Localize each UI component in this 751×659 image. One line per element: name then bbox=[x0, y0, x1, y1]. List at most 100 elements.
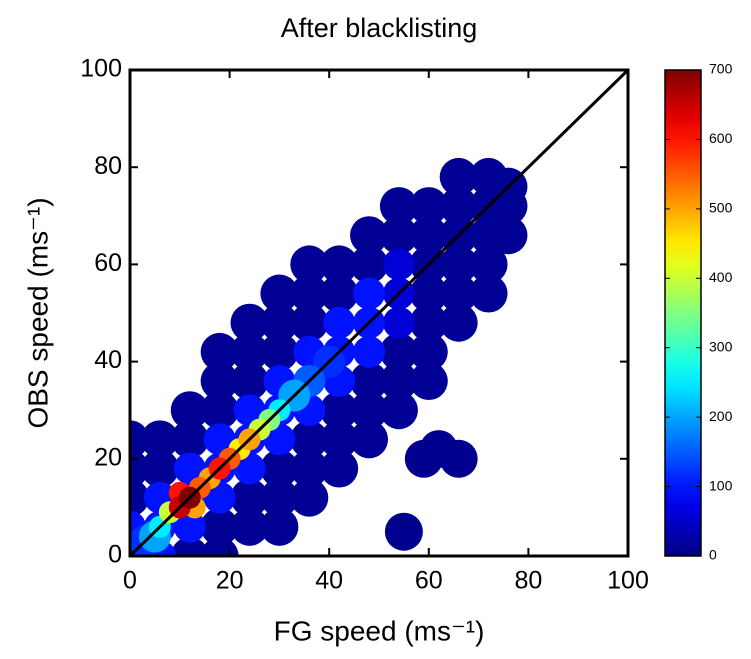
density-point bbox=[170, 537, 209, 556]
density-point bbox=[439, 274, 478, 313]
y-tick-label: 20 bbox=[94, 443, 122, 471]
density-point bbox=[140, 449, 179, 488]
x-tick-label: 0 bbox=[123, 567, 137, 595]
density-point bbox=[469, 274, 508, 313]
density-point bbox=[350, 216, 389, 255]
y-tick-label: 100 bbox=[80, 55, 122, 83]
colorbar bbox=[664, 69, 702, 557]
y-axis-label: OBS speed (ms⁻¹) bbox=[22, 197, 53, 428]
density-point bbox=[379, 362, 418, 401]
colorbar-tick-label: 200 bbox=[709, 408, 733, 424]
x-tick-label: 100 bbox=[607, 567, 649, 595]
density-point bbox=[353, 277, 386, 310]
density-point bbox=[203, 481, 236, 514]
density-point bbox=[200, 362, 239, 401]
y-tick-label: 0 bbox=[108, 541, 122, 569]
x-tick-label: 80 bbox=[514, 567, 542, 595]
density-point bbox=[290, 274, 329, 313]
density-point bbox=[320, 391, 359, 430]
density-point bbox=[260, 478, 299, 517]
x-tick-label: 60 bbox=[415, 567, 443, 595]
density-point bbox=[379, 391, 418, 430]
density-point bbox=[200, 332, 239, 371]
colorbar-tick-label: 700 bbox=[709, 61, 733, 77]
density-point bbox=[409, 187, 448, 226]
density-point bbox=[230, 507, 269, 546]
colorbar-tick-label: 300 bbox=[709, 338, 733, 354]
density-point bbox=[323, 306, 356, 339]
density-point bbox=[230, 478, 269, 517]
density-point bbox=[379, 332, 418, 371]
density-point bbox=[353, 335, 386, 368]
density-point bbox=[379, 187, 418, 226]
density-point bbox=[290, 420, 329, 459]
density-point bbox=[382, 306, 415, 339]
density-point bbox=[170, 391, 209, 430]
density-point bbox=[350, 420, 389, 459]
density-point bbox=[290, 245, 329, 284]
density-point bbox=[320, 274, 359, 313]
chart-title: After blacklisting bbox=[281, 13, 478, 43]
density-point bbox=[260, 332, 299, 371]
density-point bbox=[230, 303, 269, 342]
density-point bbox=[230, 362, 269, 401]
density-point bbox=[290, 478, 329, 517]
density-point bbox=[439, 245, 478, 284]
density-point bbox=[409, 362, 448, 401]
plot-frame bbox=[128, 68, 630, 558]
density-point bbox=[260, 449, 299, 488]
density-point bbox=[233, 452, 266, 485]
density-point bbox=[350, 245, 389, 284]
density-point bbox=[489, 216, 528, 255]
density-point bbox=[233, 394, 266, 427]
density-point bbox=[170, 420, 209, 459]
density-point bbox=[290, 303, 329, 342]
density-point bbox=[320, 449, 359, 488]
colorbar-tick-label: 600 bbox=[709, 130, 733, 146]
density-point bbox=[439, 187, 478, 226]
density-point bbox=[173, 452, 206, 485]
density-point bbox=[130, 478, 149, 517]
density-point bbox=[409, 216, 448, 255]
x-tick-label: 20 bbox=[216, 567, 244, 595]
density-point bbox=[173, 510, 206, 543]
density-point bbox=[350, 362, 389, 401]
density-point bbox=[384, 512, 423, 551]
colorbar-tick-label: 400 bbox=[709, 269, 733, 285]
density-point bbox=[350, 391, 389, 430]
x-axis-label: FG speed (ms⁻¹) bbox=[274, 615, 485, 646]
density-point bbox=[409, 303, 448, 342]
y-tick-label: 40 bbox=[94, 346, 122, 374]
y-tick-label: 80 bbox=[94, 152, 122, 180]
density-point bbox=[203, 423, 236, 456]
y-tick-label: 60 bbox=[94, 249, 122, 277]
density-point bbox=[382, 248, 415, 281]
density-point bbox=[230, 332, 269, 371]
colorbar-tick-label: 100 bbox=[709, 477, 733, 493]
density-point bbox=[260, 274, 299, 313]
density-point bbox=[290, 449, 329, 488]
density-point bbox=[263, 423, 296, 456]
plot-area bbox=[130, 70, 628, 556]
density-point bbox=[260, 507, 299, 546]
density-point bbox=[439, 157, 478, 196]
density-point bbox=[320, 245, 359, 284]
density-point bbox=[469, 245, 508, 284]
density-point bbox=[404, 439, 443, 478]
colorbar-tick-label: 0 bbox=[709, 547, 717, 563]
density-point bbox=[320, 420, 359, 459]
density-point bbox=[260, 303, 299, 342]
density-point bbox=[379, 216, 418, 255]
density-point bbox=[409, 274, 448, 313]
colorbar-tick-label: 500 bbox=[709, 200, 733, 216]
density-point bbox=[140, 420, 179, 459]
density-point bbox=[200, 507, 239, 546]
reference-line bbox=[130, 70, 628, 556]
density-point bbox=[439, 439, 478, 478]
density-point bbox=[409, 332, 448, 371]
density-point bbox=[439, 303, 478, 342]
density-point bbox=[200, 391, 239, 430]
x-tick-label: 40 bbox=[315, 567, 343, 595]
